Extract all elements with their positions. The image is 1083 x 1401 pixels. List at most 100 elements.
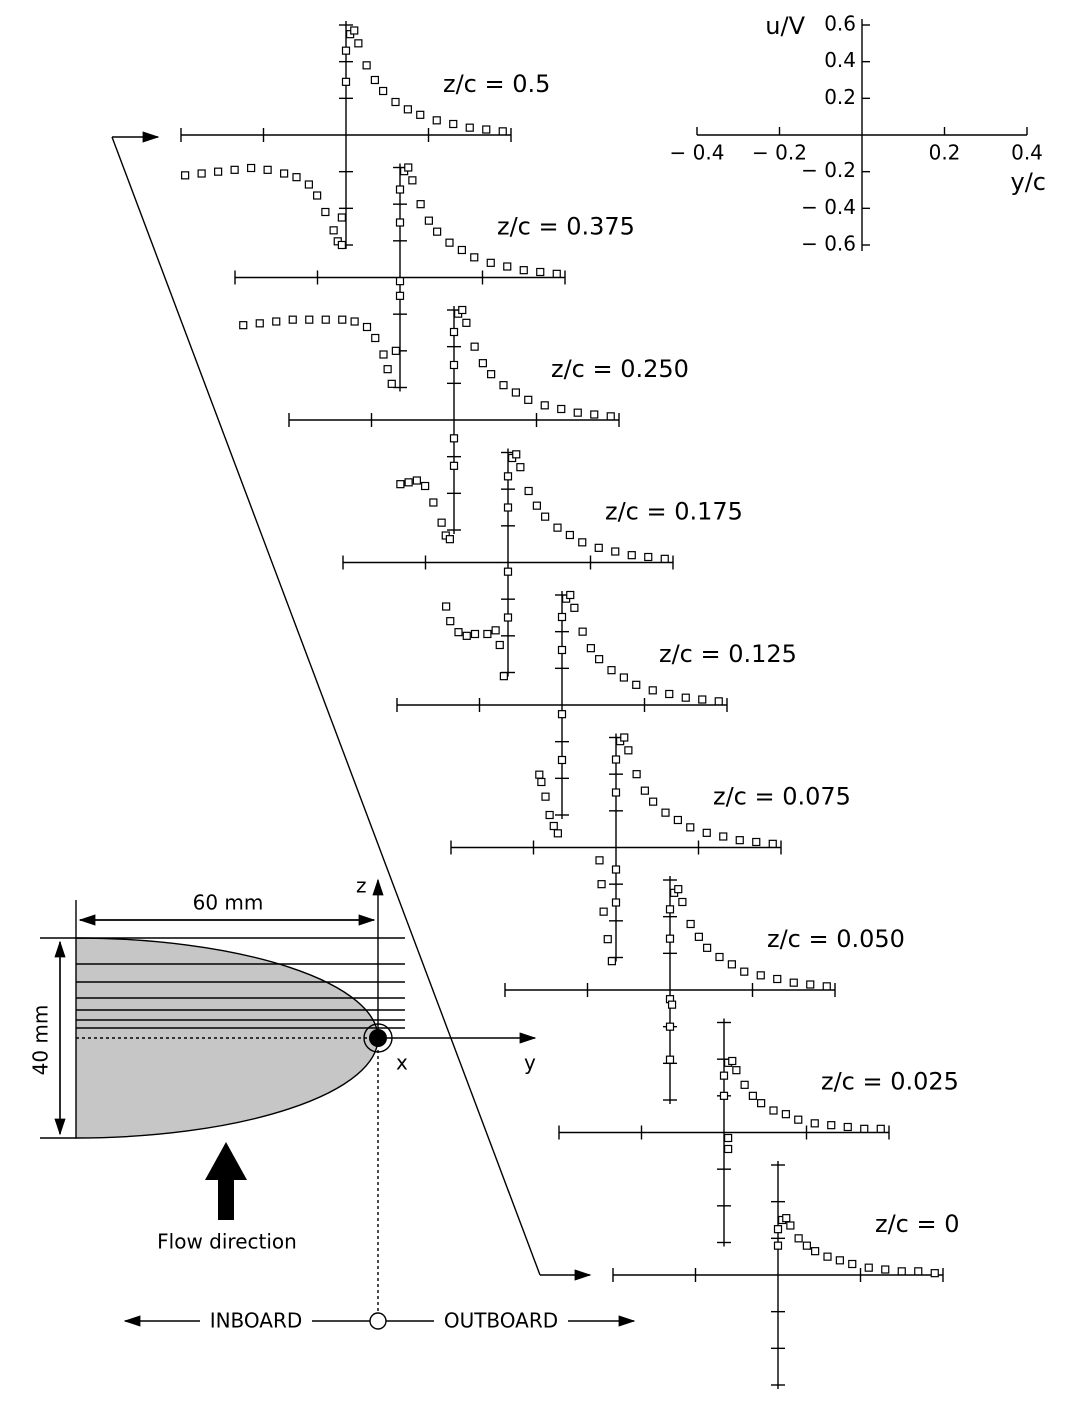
profile: z/c = 0.375 — [234, 163, 635, 392]
data-point — [432, 116, 441, 125]
data-point — [337, 213, 346, 222]
data-point — [449, 461, 459, 470]
data-point — [748, 1091, 757, 1100]
guide-lines — [111, 131, 592, 1281]
data-point — [503, 262, 512, 271]
height-label: 40 mm — [29, 1005, 53, 1076]
data-point — [686, 919, 695, 929]
data-point — [421, 481, 430, 491]
data-point — [424, 216, 433, 225]
data-point — [483, 629, 492, 639]
width-label: 60 mm — [193, 891, 264, 915]
origin-ring — [363, 1023, 393, 1053]
data-point — [503, 613, 513, 622]
data-point — [395, 185, 405, 194]
x-tick-label: 0.4 — [1011, 141, 1043, 165]
data-point — [350, 26, 359, 35]
data-point — [597, 880, 606, 889]
data-point — [552, 269, 561, 278]
measurement-planes — [40, 937, 405, 1139]
data-point — [727, 960, 736, 969]
data-point — [499, 672, 508, 681]
data-point — [702, 828, 711, 837]
data-point — [632, 680, 641, 689]
data-point — [599, 907, 608, 916]
x-axis-label: y/c — [1011, 168, 1046, 196]
data-point — [714, 697, 723, 706]
data-point — [511, 388, 520, 397]
data-point — [773, 974, 782, 984]
data-point — [786, 1221, 795, 1230]
data-point — [673, 815, 682, 825]
data-point — [503, 472, 513, 481]
data-point — [624, 746, 633, 755]
x-tick-label: − 0.2 — [752, 141, 807, 165]
data-point — [247, 163, 256, 173]
data-point — [470, 253, 479, 262]
guide-line — [111, 136, 541, 1276]
profile-label: z/c = 0.050 — [767, 925, 905, 953]
x-tick-label: − 0.4 — [670, 141, 725, 165]
profile-label: z/c = 0.175 — [605, 498, 743, 526]
data-point — [603, 935, 612, 944]
profiles: z/c = 0.5 z/c = 0.375 z/c = 0.250 z/c = 0.1… — [180, 21, 960, 1389]
data-point — [280, 169, 289, 178]
data-point — [665, 934, 675, 943]
data-point — [537, 777, 546, 787]
data-point — [557, 755, 567, 765]
data-point — [728, 1056, 737, 1066]
data-point — [665, 1055, 675, 1064]
data-point — [773, 1241, 783, 1250]
data-point — [304, 180, 313, 189]
x-label: x — [396, 1051, 408, 1075]
data-point — [794, 1115, 803, 1124]
data-point — [458, 305, 467, 315]
data-point — [214, 167, 223, 176]
data-point — [197, 169, 206, 178]
data-point — [827, 1121, 836, 1130]
data-point — [557, 645, 567, 655]
y-tick-label: − 0.4 — [801, 195, 856, 219]
y-tick-label: 0.6 — [824, 12, 856, 36]
outboard-label: OUTBOARD — [444, 1309, 558, 1333]
data-point — [329, 226, 338, 235]
profile-label: z/c = 0.025 — [821, 1068, 959, 1096]
y-label: y — [524, 1051, 536, 1075]
data-point — [337, 240, 346, 250]
data-point — [379, 350, 388, 359]
data-point — [590, 410, 599, 419]
data-point — [678, 897, 687, 907]
data-point — [255, 319, 264, 328]
data-point — [487, 370, 496, 379]
data-point — [396, 480, 405, 489]
data-point — [549, 821, 558, 831]
data-point — [263, 165, 272, 174]
data-point — [719, 832, 728, 841]
data-point — [540, 401, 549, 410]
data-point — [395, 291, 405, 300]
data-point — [619, 673, 628, 682]
data-point — [470, 629, 480, 639]
y-tick-label: − 0.6 — [801, 232, 856, 256]
y-tick-label: 0.4 — [824, 48, 856, 72]
data-point — [370, 75, 379, 85]
data-point — [719, 1071, 729, 1080]
data-point — [557, 710, 567, 719]
data-point — [478, 359, 487, 368]
data-point — [607, 957, 616, 966]
z-label: z — [356, 874, 367, 898]
data-point — [272, 317, 281, 326]
profile: z/c = 0.050 — [504, 876, 905, 1104]
profile: z/c = 0.250 — [288, 305, 689, 544]
data-point — [686, 823, 695, 832]
data-point — [354, 39, 363, 48]
data-point — [930, 1269, 939, 1278]
data-point — [611, 788, 621, 797]
data-point — [338, 315, 347, 324]
data-point — [881, 1265, 890, 1274]
data-point — [445, 535, 454, 544]
data-point — [640, 786, 649, 795]
data-point — [503, 567, 513, 576]
profile-label: z/c = 0 — [875, 1210, 960, 1238]
data-point — [789, 978, 798, 987]
